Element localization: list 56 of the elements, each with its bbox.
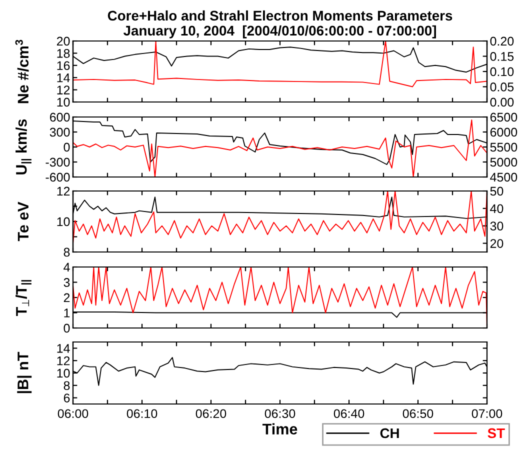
y-tick-label: 14 [57,74,70,82]
y-tick-label: 14 [57,344,70,353]
chart-title: Core+Halo and Strahl Electron Moments Parameters [108,10,452,21]
y2-tick-label: 0.15 [490,52,514,61]
y-tick-label: 8 [64,248,70,257]
x-tick-label: 06:50 [402,409,434,418]
y2-tick-label: 30 [490,222,504,231]
y-tick-label: 4 [64,262,70,272]
y2-tick-label: 6000 [490,128,518,137]
y2-tick-label: 40 [490,204,504,214]
y2-tick-label: 0.20 [490,36,514,46]
y2-tick-label: 5000 [490,158,518,167]
x-tick-label: 06:20 [196,409,226,418]
y-axis-title: T$_{⊥}$/T$_{||}$ [16,280,32,316]
chart-subtitle: January 10, 2004 [2004/010/06:00:00 - 07:00:00] [123,25,436,38]
y-tick-label: 10 [57,98,70,107]
y-tick-label: -600 [46,172,70,182]
y2-tick-label: 50 [490,186,504,196]
y-tick-label: 2 [64,293,70,302]
y-tick-label: 6 [64,394,70,402]
x-tick-label: 06:40 [334,409,364,418]
x-tick-label: 06:30 [264,409,296,418]
y-tick-label: 10 [57,368,70,378]
y-tick-label: -300 [46,158,70,167]
y-tick-label: 20 [56,36,70,46]
x-tick-label: 07:00 [472,409,502,418]
y2-tick-label: 0.10 [490,67,514,76]
y-axis-title: Ne #/cm$^{3}$ [15,40,29,104]
y2-tick-label: 5500 [490,142,518,152]
legend-label: CH [380,428,399,438]
y2-tick-label: 6500 [490,112,518,122]
y2-tick-label: 20 [490,239,504,248]
y-tick-label: 8 [64,381,70,390]
y2-tick-label: 0.05 [490,82,514,92]
y2-tick-label: 4500 [490,172,518,182]
y-axis-title: |B| nT [17,352,32,394]
legend-label: ST [488,428,505,438]
line-series [73,120,487,177]
y-tick-label: 12 [57,86,70,94]
y-tick-label: 16 [57,61,70,70]
y-tick-label: 300 [50,128,70,137]
y2-tick-label: 0.00 [490,98,514,107]
y-tick-label: 12 [57,356,70,366]
x-tick-label: 06:10 [126,409,158,418]
y-tick-label: 1 [64,308,70,318]
x-axis-title: Time [262,423,298,435]
y-tick-label: 10 [57,217,70,226]
y-axis-title: Te eV [18,202,29,242]
y-tick-label: 3 [64,278,70,287]
y-tick-label: 18 [57,49,70,58]
y-tick-label: 600 [50,112,70,122]
y-tick-label: 0 [64,142,70,152]
y-tick-label: 12 [57,186,70,196]
y-axis-title: U$_{||}$ km/s [16,119,32,174]
x-tick-label: 06:00 [58,409,88,418]
y-tick-label: 0 [64,324,70,333]
